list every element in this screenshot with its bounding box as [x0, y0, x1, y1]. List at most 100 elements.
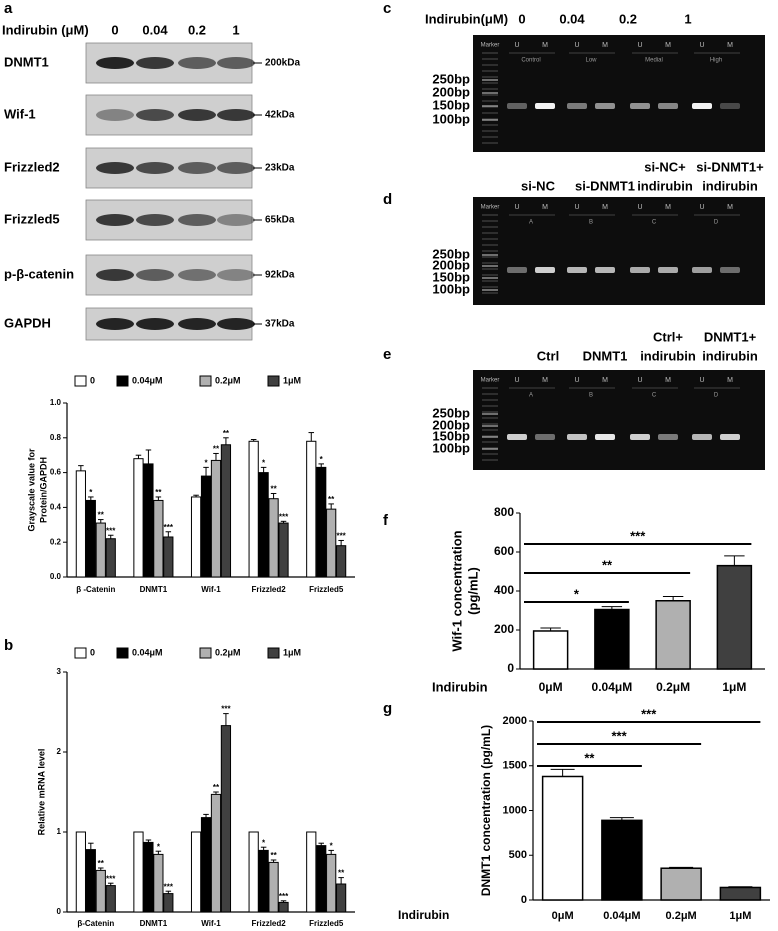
significance-label: *** [611, 728, 627, 743]
x-tick-label: Frizzled5 [309, 919, 344, 928]
significance-label: ** [213, 783, 220, 792]
legend-label: 0.04μM [132, 647, 163, 657]
gel-band [567, 267, 587, 273]
blot-band [96, 162, 134, 174]
panel-label: a [4, 0, 13, 17]
group-label: Medial [645, 58, 663, 64]
x-tick-label: Wif-1 [201, 585, 221, 594]
ladder-label: 250bp [432, 405, 470, 420]
blot-band [96, 318, 134, 330]
lane-label: U [514, 42, 519, 49]
blot-band [217, 57, 255, 69]
y-tick-label: 200 [494, 622, 514, 636]
bar [95, 522, 106, 578]
significance-label: *** [279, 892, 289, 901]
bar [336, 883, 347, 913]
gel [473, 370, 765, 470]
column-label: indirubin [702, 178, 758, 193]
column-label: indirubin [637, 178, 693, 193]
x-tick-label: Frizzled5 [309, 585, 344, 594]
bar [133, 831, 144, 913]
significance-label: ** [155, 488, 162, 497]
protein-label: DNMT1 [4, 54, 49, 69]
dose-label: 0 [111, 22, 118, 37]
significance-label: *** [630, 528, 646, 543]
significance-label: *** [106, 526, 116, 535]
lane-label: U [637, 204, 642, 211]
legend-swatch [267, 647, 280, 659]
x-tick-label: DNMT1 [140, 585, 168, 594]
gel-band [507, 103, 527, 109]
blot-band [217, 162, 255, 174]
legend-swatch [116, 375, 129, 387]
legend-swatch [116, 647, 129, 659]
x-tick-label: 1μM [729, 910, 751, 922]
bar [660, 867, 702, 901]
column-label: Ctrl [537, 348, 559, 363]
y-tick-label: 0.8 [50, 433, 62, 442]
ladder-label: 150bp [432, 428, 470, 443]
legend-label: 0.04μM [132, 375, 163, 385]
gel-band [507, 434, 527, 440]
bar [95, 869, 106, 913]
blot-band [178, 269, 216, 281]
gel-band [720, 434, 740, 440]
y-tick-label: 600 [494, 544, 514, 558]
ladder-label: 250bp [432, 71, 470, 86]
gel-band [658, 103, 678, 109]
gel-band [692, 434, 712, 440]
bar [105, 885, 116, 913]
panel-label: f [383, 512, 389, 529]
bar [258, 472, 269, 578]
bar [719, 886, 762, 901]
group-label: C [652, 220, 657, 226]
bar [153, 499, 164, 578]
legend-swatch [74, 375, 87, 387]
dose-label: 0.2 [188, 22, 206, 37]
y-tick-label: 1.0 [50, 398, 62, 407]
legend-label: 1μM [283, 375, 301, 385]
dose-label: 0.04 [142, 22, 168, 37]
bar [258, 849, 269, 913]
blot-band [96, 214, 134, 226]
column-label: 0 [518, 11, 525, 26]
blot-band [178, 57, 216, 69]
column-label: DNMT1+ [704, 329, 757, 344]
x-tick-label: Frizzled2 [251, 919, 286, 928]
column-label: Ctrl+ [653, 329, 683, 344]
bar [306, 440, 317, 578]
legend-label: 0 [90, 375, 95, 385]
bar [143, 463, 154, 578]
blot-band [178, 109, 216, 121]
bar [220, 725, 232, 913]
gel-band [535, 267, 555, 273]
protein-label: Frizzled2 [4, 159, 60, 174]
bar [716, 564, 753, 670]
ladder-label: 100bp [432, 281, 470, 296]
gel-band [720, 103, 740, 109]
y-tick-label: 0.2 [50, 537, 62, 546]
y-tick-label: 0 [521, 894, 527, 906]
lane-label: M [665, 204, 671, 211]
bar [190, 496, 202, 578]
ladder-label: 100bp [432, 440, 470, 455]
lane-label: U [637, 42, 642, 49]
bar [210, 459, 222, 578]
blot-band [136, 162, 174, 174]
bar [163, 536, 174, 578]
legend-label: 0.2μM [215, 647, 241, 657]
significance-label: ** [98, 859, 105, 868]
ladder-label: 200bp [432, 417, 470, 432]
significance-label: ** [270, 851, 277, 860]
significance-label: *** [164, 882, 174, 891]
column-label: si-DNMT1 [575, 178, 635, 193]
gel-band [595, 103, 615, 109]
bar [655, 600, 691, 670]
y-tick-label: 500 [509, 849, 527, 861]
bar [316, 845, 327, 913]
significance-label: ** [213, 445, 220, 454]
gel-band [658, 267, 678, 273]
lane-label: M [665, 42, 671, 49]
lane-label: M [602, 377, 608, 384]
